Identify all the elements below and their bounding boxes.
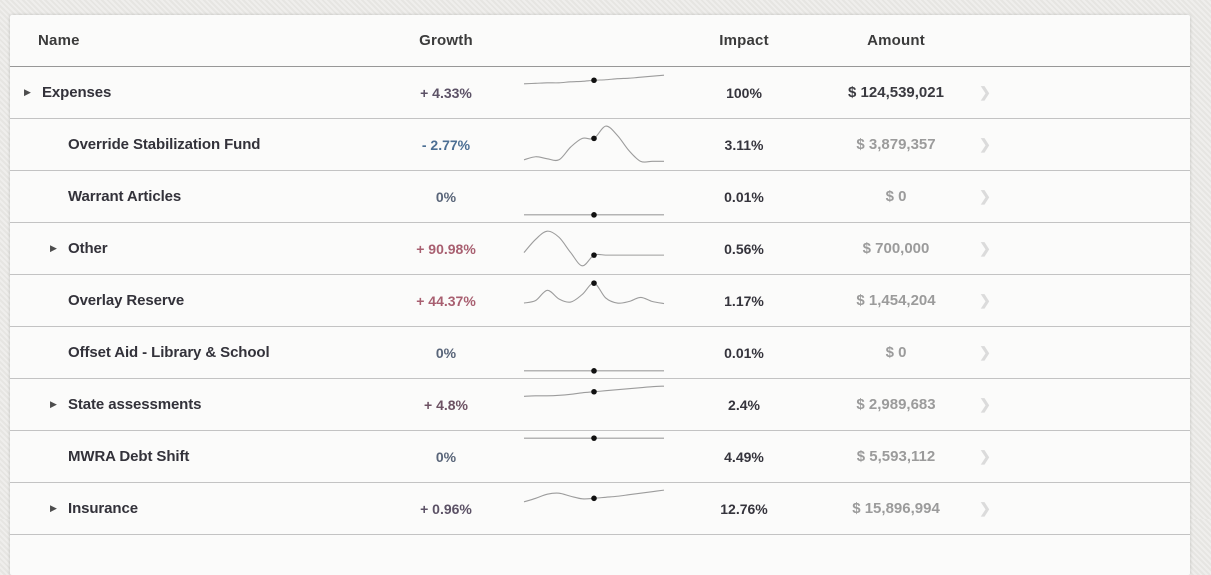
table-row[interactable]: MWRA Debt Shift 0% 4.49% $ 5,593,112 ❯ [10, 431, 1190, 483]
row-growth-value: + 4.33% [420, 84, 472, 101]
table-row[interactable]: ▶ Other + 90.98% 0.56% $ 700,000 ❯ [10, 223, 1190, 275]
row-chevron-icon[interactable]: ❯ [979, 240, 991, 256]
expand-arrow-icon[interactable]: ▶ [50, 399, 57, 409]
row-name: Other [68, 240, 108, 257]
row-chevron-icon[interactable]: ❯ [979, 84, 991, 100]
row-impact-value: 1.17% [724, 292, 764, 309]
row-impact-value: 4.49% [724, 448, 764, 465]
sparkline-chart [523, 125, 664, 163]
row-amount-value: $ 700,000 [862, 240, 930, 257]
row-amount-value: $ 2,989,683 [856, 396, 936, 413]
column-header-amount: Amount [867, 32, 925, 49]
row-growth-value: 0% [435, 344, 457, 361]
expand-arrow-icon[interactable]: ▶ [50, 243, 57, 253]
row-impact-value: 2.4% [728, 396, 760, 413]
row-growth-value: + 0.96% [420, 500, 472, 517]
table-header: Name Growth Impact Amount [10, 15, 1190, 67]
table-row[interactable]: Offset Aid - Library & School 0% 0.01% $… [10, 327, 1190, 379]
row-amount-value: $ 0 [885, 188, 907, 205]
row-amount-value: $ 3,879,357 [856, 136, 936, 153]
column-header-growth: Growth [419, 32, 473, 49]
expand-arrow-icon[interactable]: ▶ [24, 87, 31, 97]
sparkline-chart [524, 435, 664, 441]
table-row[interactable]: Override Stabilization Fund - 2.77% 3.11… [10, 119, 1190, 171]
table-row[interactable]: Warrant Articles 0% 0.01% $ 0 ❯ [10, 171, 1190, 223]
row-chevron-icon[interactable]: ❯ [979, 136, 991, 152]
table-row[interactable]: ▶ Insurance + 0.96% 12.76% $ 15,896,994 … [10, 483, 1190, 535]
row-impact-value: 0.56% [724, 240, 764, 257]
row-name: Insurance [68, 500, 138, 517]
row-name: Offset Aid - Library & School [68, 344, 270, 361]
row-growth-value: + 90.98% [416, 240, 476, 257]
row-impact-value: 12.76% [720, 500, 768, 517]
row-impact-value: 0.01% [724, 188, 764, 205]
sparkline-chart [524, 212, 665, 218]
row-growth-value: + 4.8% [424, 396, 468, 413]
table-row[interactable]: ▶ Expenses + 4.33% 100% $ 124,539,021 ❯ [10, 67, 1190, 119]
row-chevron-icon[interactable]: ❯ [979, 344, 991, 360]
row-name: Warrant Articles [68, 188, 182, 205]
row-amount-value: $ 124,539,021 [848, 84, 944, 101]
row-name: Overlay Reserve [68, 292, 185, 309]
table-body: ▶ Expenses + 4.33% 100% $ 124,539,021 ❯ … [10, 67, 1190, 535]
row-impact-value: 0.01% [724, 344, 764, 361]
row-impact-value: 100% [726, 84, 762, 101]
row-amount-value: $ 1,454,204 [856, 292, 936, 309]
row-impact-value: 3.11% [724, 136, 764, 153]
row-name: Override Stabilization Fund [68, 136, 261, 153]
row-name: MWRA Debt Shift [68, 448, 190, 465]
row-amount-value: $ 15,896,994 [852, 500, 940, 517]
sparkline-chart [523, 230, 664, 267]
sparkline-chart [523, 489, 665, 503]
sparkline-chart [523, 74, 665, 85]
table-row[interactable]: ▶ State assessments + 4.8% 2.4% $ 2,989,… [10, 379, 1190, 431]
row-growth-value: + 44.37% [416, 292, 476, 309]
sparkline-chart [523, 385, 665, 397]
row-growth-value: 0% [435, 188, 457, 205]
row-growth-value: - 2.77% [421, 136, 471, 153]
sparkline-chart [524, 368, 665, 374]
expand-arrow-icon[interactable]: ▶ [50, 503, 57, 513]
column-header-name: Name [38, 32, 80, 49]
budget-table-card: Name Growth Impact Amount ▶ Expenses + 4… [10, 15, 1190, 575]
row-name: State assessments [68, 396, 202, 413]
sparkline-chart [523, 280, 665, 305]
row-amount-value: $ 0 [885, 344, 907, 361]
row-chevron-icon[interactable]: ❯ [979, 188, 991, 204]
row-name: Expenses [42, 84, 112, 101]
row-chevron-icon[interactable]: ❯ [979, 500, 991, 516]
table-row[interactable]: Overlay Reserve + 44.37% 1.17% $ 1,454,2… [10, 275, 1190, 327]
row-chevron-icon[interactable]: ❯ [979, 292, 991, 308]
column-header-impact: Impact [719, 32, 769, 49]
row-chevron-icon[interactable]: ❯ [979, 448, 991, 464]
row-chevron-icon[interactable]: ❯ [979, 396, 991, 412]
row-growth-value: 0% [435, 448, 457, 465]
row-amount-value: $ 5,593,112 [856, 448, 936, 465]
